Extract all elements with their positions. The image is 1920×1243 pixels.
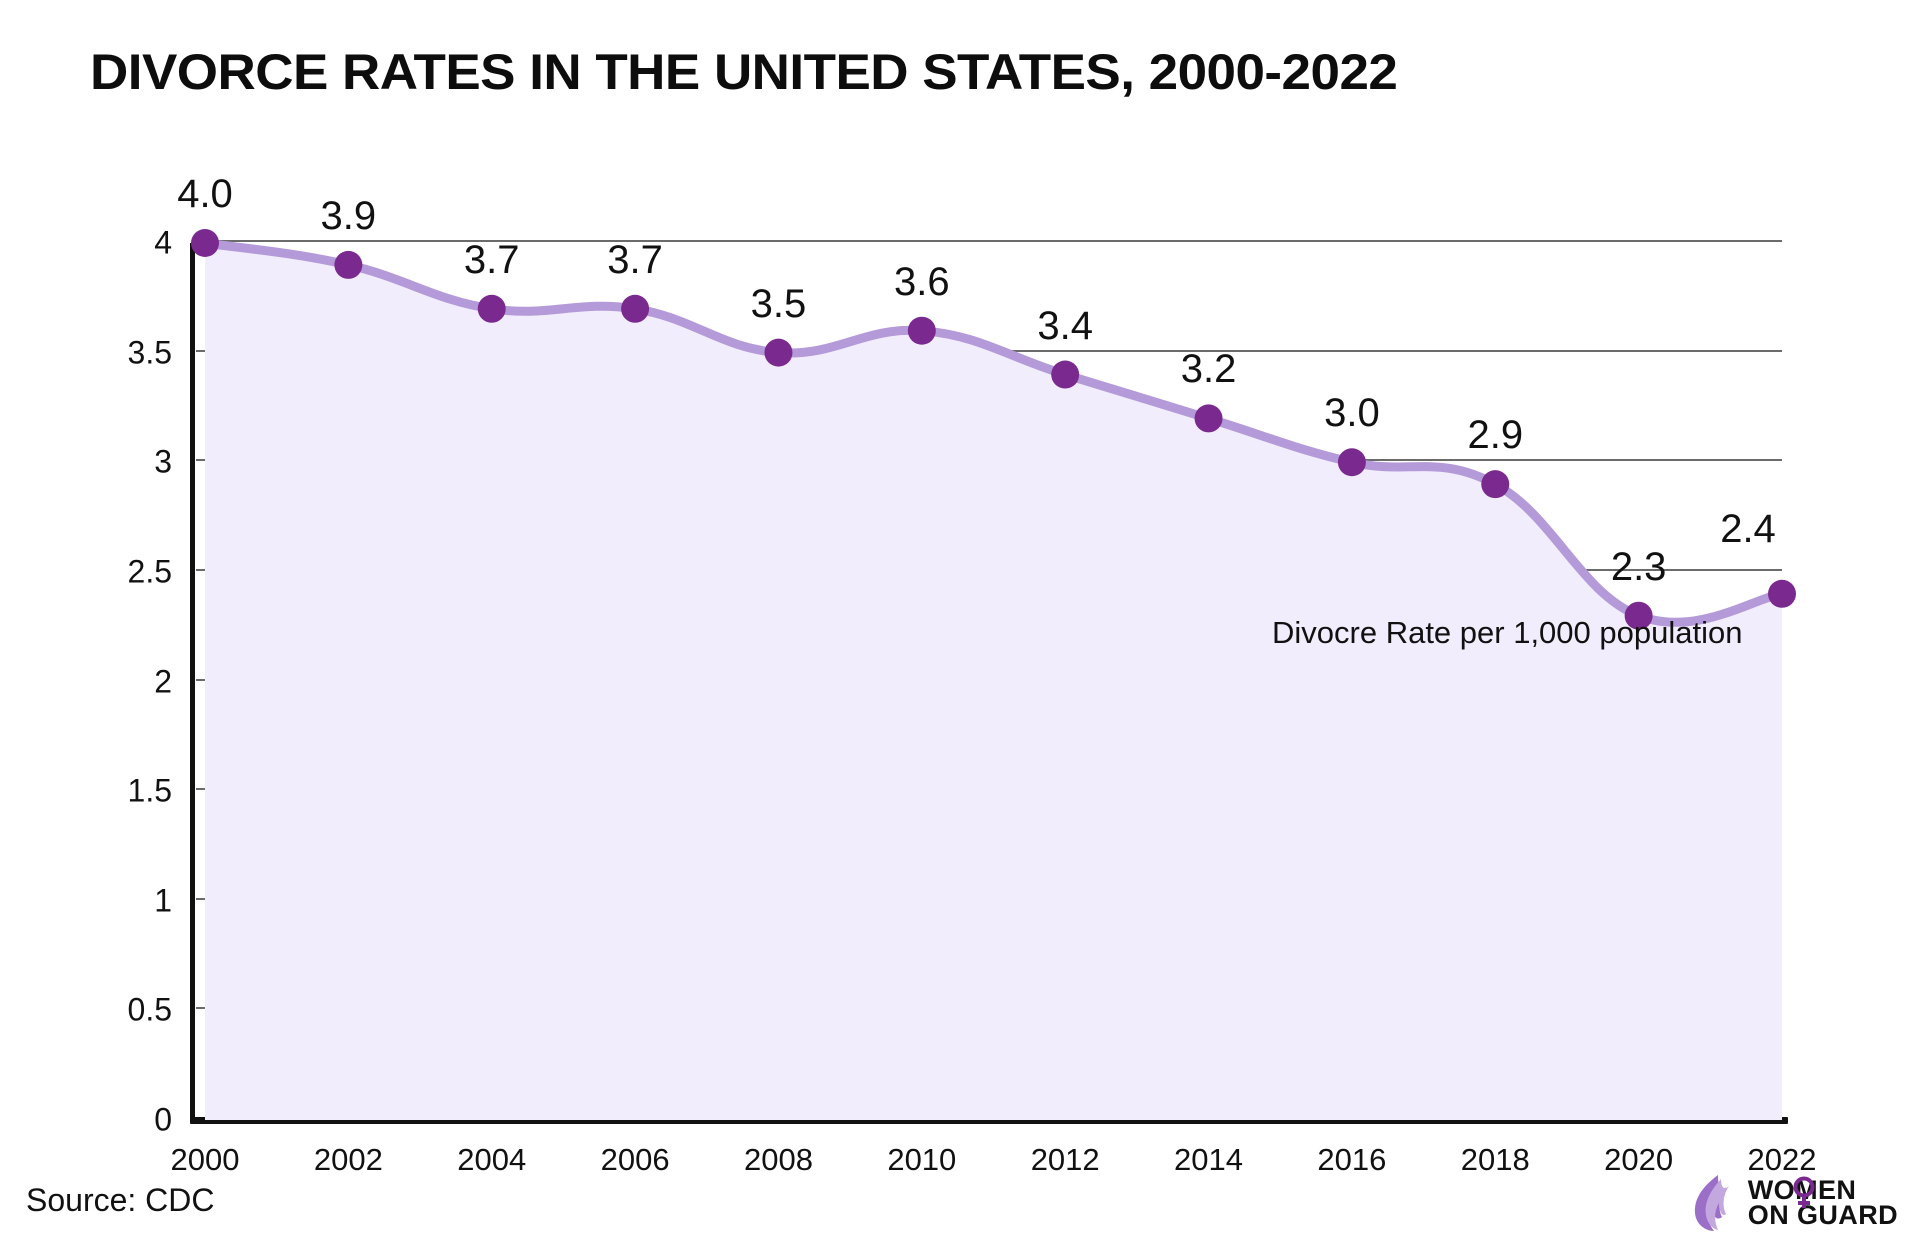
- data-point-label: 2.3: [1610, 544, 1667, 589]
- x-axis-tick-label: 2006: [600, 1142, 670, 1177]
- x-axis-tick-label: 2000: [170, 1142, 240, 1177]
- area-fill-path: [205, 243, 1782, 1120]
- y-axis-tick-label: 3.5: [127, 334, 172, 371]
- x-axis-tick-label: 2010: [887, 1142, 957, 1177]
- x-axis-tick-label: 2008: [743, 1142, 813, 1177]
- data-point-label: 3.5: [750, 281, 807, 326]
- brand-logo: WOMEN ON GUARD: [1688, 1172, 1898, 1234]
- gridline: [196, 240, 1782, 242]
- data-point-marker[interactable]: [1624, 601, 1653, 630]
- data-point-marker[interactable]: [1337, 448, 1366, 477]
- data-point-marker[interactable]: [1768, 579, 1796, 608]
- y-axis-tick-label: 1.5: [127, 772, 172, 809]
- y-axis-tick-label: 2.5: [127, 553, 172, 590]
- x-axis-tick-label: 2020: [1604, 1142, 1674, 1177]
- data-point-marker[interactable]: [1481, 470, 1510, 499]
- data-point-label: 2.9: [1467, 413, 1524, 458]
- y-axis-tick-label: 4: [154, 224, 172, 261]
- y-axis-tick-label: 1: [154, 882, 172, 919]
- data-point-marker[interactable]: [1194, 404, 1223, 433]
- data-point-marker[interactable]: [191, 229, 219, 257]
- data-point-label: 3.7: [607, 237, 663, 282]
- y-axis-tick-label: 0: [154, 1101, 172, 1138]
- data-point-marker[interactable]: [334, 250, 363, 279]
- data-point-label: 3.0: [1324, 391, 1380, 436]
- source-note: Source: CDC: [26, 1182, 215, 1218]
- line-path: [200, 238, 1787, 627]
- x-axis-tick-label: 2002: [313, 1142, 383, 1177]
- y-axis-line: [190, 243, 195, 1123]
- venus-symbol-icon: [1793, 1176, 1815, 1209]
- logo-line-2: ON GUARD: [1747, 1200, 1898, 1230]
- x-axis-tick-label: 2018: [1460, 1142, 1530, 1177]
- data-point-label: 2.4: [1720, 506, 1776, 551]
- x-axis-tick-label: 2004: [457, 1142, 527, 1177]
- x-axis-tick-label: 2014: [1174, 1142, 1244, 1177]
- data-point-label: 3.4: [1037, 303, 1093, 348]
- data-point-label: 3.6: [894, 259, 950, 304]
- y-axis-tick-label: 2: [154, 663, 172, 699]
- page-title: DIVORCE RATES IN THE UNITED STATES, 2000…: [90, 44, 1398, 100]
- x-axis-line: [190, 1117, 1788, 1124]
- legend-label: Divocre Rate per 1,000 population: [1272, 615, 1743, 650]
- y-axis-tick-label: 0.5: [127, 991, 172, 1028]
- y-axis-tick-label: 3: [154, 443, 172, 480]
- data-point-label: 3.9: [320, 193, 377, 238]
- logo-wordmark: WOMEN ON GUARD: [1747, 1176, 1898, 1230]
- data-point-marker[interactable]: [764, 338, 793, 367]
- x-axis-tick-label: 2016: [1317, 1142, 1387, 1177]
- x-axis-tick-label: 2022: [1747, 1142, 1817, 1177]
- data-point-marker[interactable]: [477, 294, 506, 323]
- logo-line-1: WOMEN: [1748, 1176, 1898, 1209]
- data-point-marker[interactable]: [907, 316, 936, 345]
- data-point-label: 3.7: [463, 237, 520, 282]
- x-axis-tick-label: 2012: [1030, 1142, 1100, 1177]
- data-point-marker[interactable]: [1051, 360, 1080, 389]
- data-point-label: 4.0: [177, 172, 233, 216]
- data-point-label: 3.2: [1180, 347, 1237, 392]
- data-point-marker[interactable]: [621, 294, 650, 323]
- flame-icon: [1694, 1175, 1729, 1231]
- data-point-markers: [191, 229, 1796, 630]
